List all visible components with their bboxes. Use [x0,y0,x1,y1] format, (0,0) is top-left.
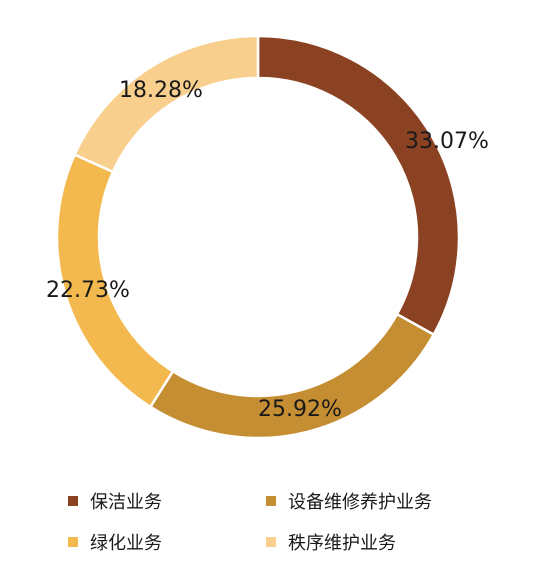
legend-label-equipment-maintenance: 设备维修养护业务 [288,492,432,513]
donut-slice-order-maintenance [72,34,260,174]
legend-label-order-maintenance: 秩序维护业务 [288,533,396,554]
legend-swatch-greening [68,537,78,547]
donut-slice-cleaning [256,34,461,337]
legend-item-greening: 绿化业务 [68,529,162,555]
legend-swatch-equipment-maintenance [266,496,276,506]
legend-swatch-cleaning [68,496,78,506]
legend-swatch-order-maintenance [266,537,276,547]
data-label-greening: 22.73% [46,278,130,303]
data-label-order-maintenance: 18.28% [119,78,203,103]
legend: 保洁业务 设备维修养护业务 绿化业务 秩序维护业务 [0,486,550,566]
legend-item-order-maintenance: 秩序维护业务 [266,529,396,555]
legend-item-equipment-maintenance: 设备维修养护业务 [266,488,432,514]
legend-item-cleaning: 保洁业务 [68,488,162,514]
data-label-cleaning: 33.07% [405,129,489,154]
data-label-equipment-maintenance: 25.92% [258,397,342,422]
legend-label-greening: 绿化业务 [90,533,162,554]
donut-chart: 33.07% 25.92% 22.73% 18.28% [46,34,489,440]
legend-label-cleaning: 保洁业务 [90,492,162,513]
